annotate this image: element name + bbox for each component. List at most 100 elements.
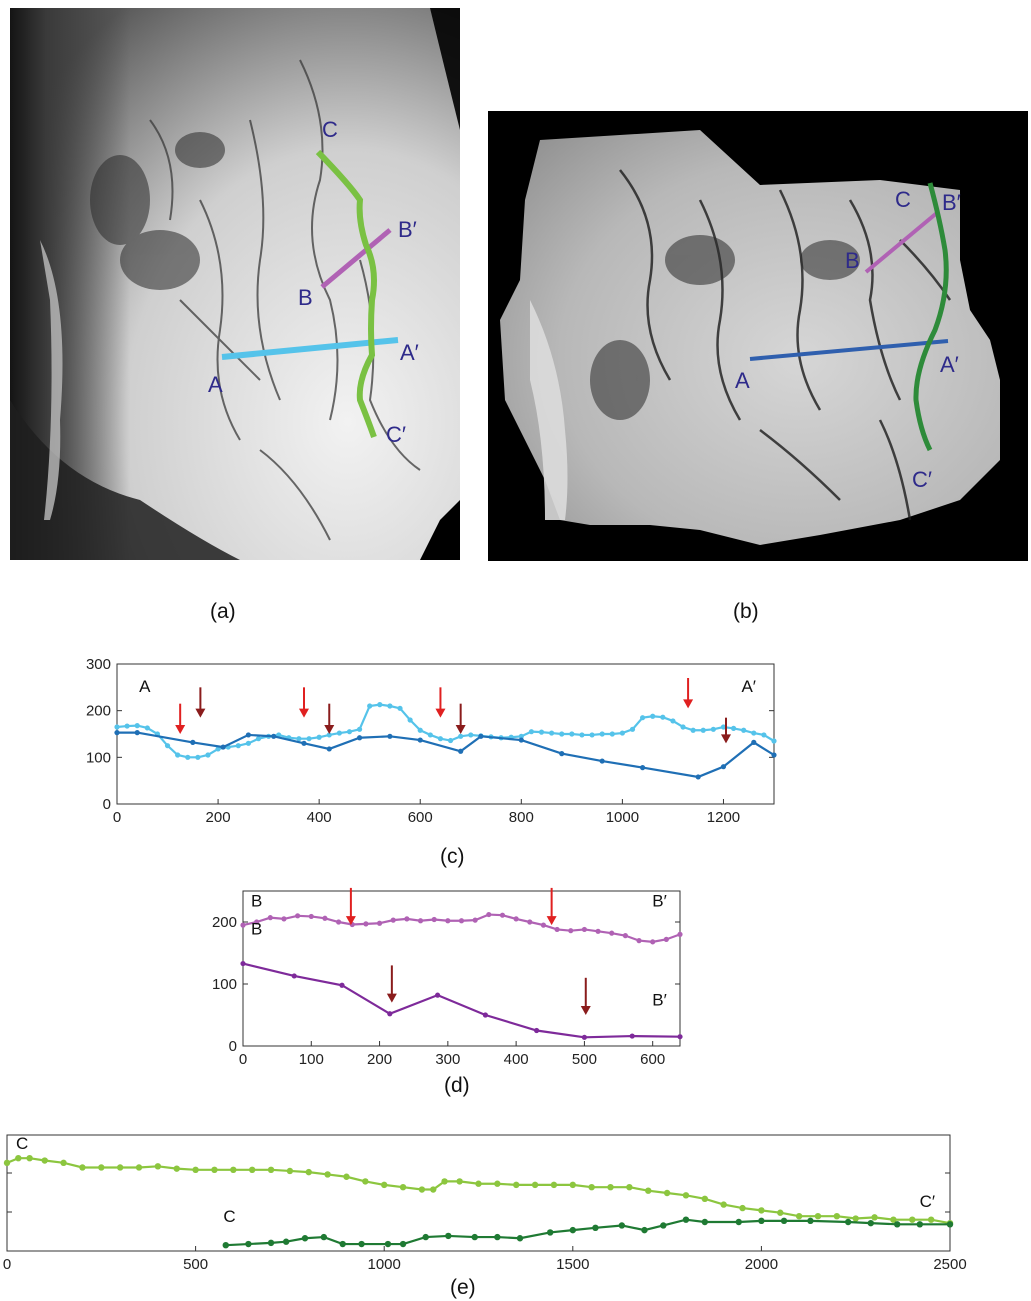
data-point bbox=[486, 911, 492, 918]
y-tick-label: 100 bbox=[212, 976, 237, 993]
data-point bbox=[248, 1166, 256, 1174]
data-point bbox=[205, 752, 211, 758]
data-point bbox=[700, 727, 706, 733]
data-point bbox=[852, 1215, 859, 1222]
data-point bbox=[363, 921, 369, 927]
panel-b-label-c: C bbox=[895, 187, 911, 212]
x-tick-label: 400 bbox=[307, 809, 332, 826]
annotation-label: A bbox=[139, 677, 151, 696]
data-point bbox=[175, 752, 181, 758]
data-point bbox=[356, 726, 363, 732]
data-point bbox=[286, 1167, 294, 1175]
chart-e-frame bbox=[6, 1134, 951, 1252]
data-point bbox=[569, 1226, 576, 1234]
data-point bbox=[690, 727, 696, 733]
data-point bbox=[640, 765, 646, 771]
x-tick-label: 0 bbox=[113, 809, 121, 826]
data-point bbox=[771, 752, 777, 758]
data-point bbox=[114, 724, 120, 730]
data-point bbox=[367, 703, 373, 709]
red-arrow-head bbox=[175, 725, 186, 734]
data-point bbox=[144, 725, 150, 731]
chart-c-caption: (c) bbox=[440, 845, 465, 868]
data-point bbox=[871, 1214, 878, 1221]
data-point bbox=[305, 1168, 312, 1176]
data-point bbox=[190, 739, 196, 746]
data-point bbox=[422, 1233, 429, 1241]
data-point bbox=[534, 1027, 540, 1034]
data-point bbox=[592, 1224, 599, 1232]
data-point bbox=[339, 1240, 346, 1248]
dark-red-arrow-head bbox=[720, 734, 731, 744]
annotation-label: C bbox=[16, 1134, 28, 1153]
data-point bbox=[418, 1186, 426, 1193]
data-point bbox=[890, 1216, 897, 1223]
dark-red-arrow-head bbox=[580, 1006, 591, 1015]
data-point bbox=[701, 1195, 709, 1203]
data-point bbox=[650, 713, 656, 719]
x-tick-label: 1000 bbox=[606, 809, 639, 826]
chart-c: 0 200 400 600 800 1000 1200 0 100 200 300 A A′ (c) bbox=[86, 656, 777, 868]
data-point bbox=[281, 916, 287, 922]
data-point bbox=[271, 733, 277, 739]
data-point bbox=[777, 1209, 784, 1216]
data-point bbox=[399, 1184, 407, 1191]
y-tick-label: 0 bbox=[103, 796, 111, 813]
data-point bbox=[814, 1213, 822, 1220]
data-point bbox=[554, 926, 560, 933]
data-point bbox=[475, 1180, 482, 1187]
data-point bbox=[267, 915, 273, 921]
chart-d: 0 100 200 300 400 500 600 0 100 200 B B′ B B′ (d) bbox=[212, 887, 683, 1097]
data-point bbox=[807, 1217, 814, 1225]
data-point bbox=[588, 1184, 595, 1191]
data-point bbox=[622, 933, 628, 939]
data-point bbox=[431, 916, 437, 923]
annotation-label: B′ bbox=[652, 892, 667, 911]
data-point bbox=[306, 736, 312, 742]
data-point bbox=[677, 931, 683, 938]
x-tick-label: 600 bbox=[640, 1051, 665, 1068]
data-point bbox=[381, 1181, 388, 1189]
data-point bbox=[79, 1164, 86, 1171]
data-point bbox=[215, 746, 221, 752]
x-tick-label: 200 bbox=[367, 1051, 392, 1068]
data-point bbox=[124, 723, 130, 729]
data-point bbox=[636, 938, 642, 944]
data-point bbox=[387, 1011, 393, 1017]
x-tick-label: 2000 bbox=[745, 1256, 778, 1273]
panel-a-label-c-prime: C′ bbox=[386, 422, 406, 447]
data-point bbox=[909, 1216, 916, 1223]
data-point bbox=[499, 912, 506, 918]
data-point bbox=[267, 1166, 275, 1174]
data-point bbox=[114, 730, 120, 736]
x-tick-label: 400 bbox=[504, 1051, 529, 1068]
data-point bbox=[518, 733, 524, 739]
data-point bbox=[445, 1232, 452, 1240]
data-point bbox=[528, 729, 535, 735]
data-point bbox=[377, 702, 383, 708]
data-point bbox=[720, 724, 727, 730]
data-point bbox=[626, 1184, 633, 1191]
data-point bbox=[538, 729, 545, 735]
data-point bbox=[650, 939, 656, 945]
data-point bbox=[494, 1180, 501, 1187]
data-point bbox=[282, 1238, 290, 1245]
data-point bbox=[546, 1229, 554, 1236]
data-point bbox=[581, 926, 588, 933]
data-point bbox=[358, 1240, 365, 1248]
data-point bbox=[682, 1216, 690, 1223]
data-point bbox=[758, 1207, 765, 1214]
data-point bbox=[291, 973, 297, 979]
series-line-2 bbox=[225, 1218, 950, 1247]
data-point bbox=[430, 1186, 437, 1193]
red-arrow-head bbox=[683, 699, 694, 709]
data-point bbox=[245, 732, 251, 738]
data-point bbox=[549, 730, 555, 736]
panel-a-label-b: B bbox=[298, 285, 313, 310]
data-point bbox=[771, 738, 777, 744]
panel-a-label-b-prime: B′ bbox=[398, 217, 417, 242]
data-point bbox=[720, 1201, 727, 1208]
data-point bbox=[471, 1233, 478, 1241]
data-point bbox=[618, 1222, 626, 1229]
data-point bbox=[185, 754, 191, 760]
